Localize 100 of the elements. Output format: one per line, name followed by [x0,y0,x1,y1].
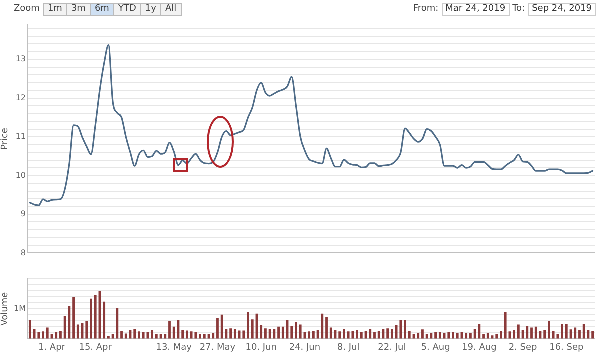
bar [517,324,520,339]
bar [268,329,272,339]
bar [282,326,284,339]
bar [400,320,402,339]
x-tick-label: 22. Jul [378,342,406,353]
bar [46,328,49,339]
bar [486,333,490,339]
bar [592,331,594,339]
bar [343,329,346,339]
bar [242,330,246,339]
y-tick-label: 10 [16,170,26,180]
bar [124,334,128,339]
bar [264,328,267,339]
bar [68,306,71,339]
bar [155,334,158,339]
bar [190,332,193,339]
bar [500,331,502,339]
bar [534,326,538,339]
x-tick-label: 19. Aug [462,342,497,353]
bar [526,326,529,339]
bar [234,329,236,339]
bar [203,334,206,339]
x-tick-label: 2. Sep [508,342,538,353]
bar [552,331,555,339]
bar [38,332,40,339]
bar [216,318,219,339]
bar [230,328,232,339]
text: Mar 24, 2019 [442,3,510,16]
bar [390,329,394,339]
bar [194,332,198,339]
bar [312,331,315,339]
bar [321,314,324,339]
bar [260,325,263,339]
y-tick-label: 9 [20,210,26,219]
bar [247,312,250,339]
bar [386,328,390,339]
bar [426,334,428,339]
bar [168,321,171,339]
bar [134,329,136,339]
text: 6m [90,3,114,16]
bar [199,334,202,339]
text: 1y [140,3,162,16]
bar [182,330,184,339]
y-axis-title: Volume [0,292,11,326]
bar [417,333,420,339]
bar [404,320,406,339]
bar [378,331,380,339]
bar [513,330,516,339]
bar [76,324,80,339]
bar [326,317,328,339]
bar [422,330,424,339]
bar [352,331,354,339]
bar [103,302,106,339]
text: From: [413,4,439,14]
bar [55,332,58,339]
bar [574,328,577,339]
y-tick-label: 13 [16,54,26,64]
text: Zoom [14,4,40,14]
bar [556,334,560,339]
bar [582,324,586,339]
bar [544,330,546,339]
bar [86,321,88,339]
bar [448,332,450,339]
y-axis-title: Price [0,128,11,150]
bar [565,324,568,339]
bar [308,332,311,339]
text: All [160,3,182,16]
bar [496,334,498,339]
bar [60,331,62,339]
bar [172,326,176,339]
x-tick-label: 1. Apr [38,342,66,353]
bar [356,330,358,339]
bar [482,334,485,339]
x-tick-label: 16. Sep [550,342,584,353]
bar [360,332,363,339]
bar [452,332,454,339]
y-tick-label: 8 [20,248,26,258]
bar [212,333,215,339]
bar [94,296,97,339]
y-tick-label: 1M [14,304,26,314]
bar [273,329,276,339]
bar [295,322,298,339]
bar [164,334,167,339]
x-tick-label: 10. Jun [246,342,277,353]
bar [186,330,188,339]
bar [278,326,280,339]
bar [374,332,376,339]
x-tick-label: 27. May [200,342,236,353]
bar [548,321,550,339]
bar [578,330,581,339]
line-series [29,44,594,206]
text: To: [512,4,526,14]
bar [347,332,350,339]
x-tick-label: 13. May [156,342,193,353]
y-tick-label: 11 [16,132,26,142]
bar [42,332,44,339]
bar [90,298,92,339]
bar [146,332,150,339]
x-tick-label: 8. Jul [337,342,360,353]
bar [338,332,342,339]
